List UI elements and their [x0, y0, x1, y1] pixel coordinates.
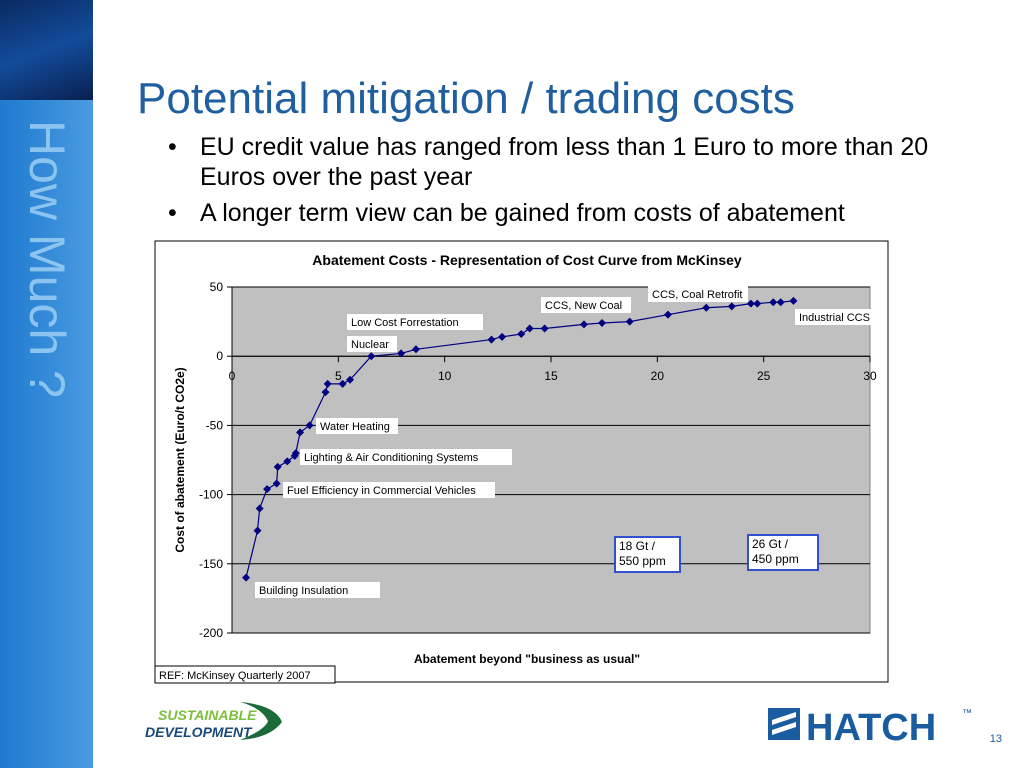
- y-axis-label: Cost of abatement (Euro/t CO2e): [173, 367, 187, 552]
- bullet: EU credit value has ranged from less tha…: [160, 132, 1000, 192]
- data-point: [540, 324, 549, 333]
- x-tick-label: 0: [229, 369, 236, 383]
- data-point: [283, 457, 292, 466]
- data-point: [273, 462, 282, 471]
- data-point: [296, 428, 305, 437]
- data-point: [498, 332, 507, 341]
- x-tick-label: 20: [651, 369, 665, 383]
- annotation-box: [255, 582, 380, 598]
- y-tick-label: 50: [210, 280, 224, 294]
- data-point: [411, 345, 420, 354]
- annotation-box: [283, 482, 495, 498]
- x-tick-label: 5: [335, 369, 342, 383]
- annotation: CCS, Coal Retrofit: [652, 289, 742, 301]
- sd-logo: SUSTAINABLE DEVELOPMENT: [145, 702, 282, 740]
- annotation-box: [347, 336, 397, 352]
- data-point: [789, 296, 798, 305]
- data-point: [525, 324, 534, 333]
- annotation: Low Cost Forrestation: [351, 317, 459, 329]
- annotation: Industrial CCS: [799, 312, 870, 324]
- data-point: [242, 573, 251, 582]
- slide-title: Potential mitigation / trading costs: [137, 74, 795, 123]
- data-point: [598, 318, 607, 327]
- page-number: 13: [990, 733, 1002, 745]
- hatch-stripes: [772, 712, 796, 735]
- annotation-box: [347, 314, 483, 330]
- hatch-logo: HATCH ™: [768, 707, 972, 749]
- data-point: [305, 421, 314, 430]
- data-point: [663, 310, 672, 319]
- trademark: ™: [962, 708, 972, 719]
- data-point: [291, 449, 300, 458]
- side-bar: [0, 0, 93, 768]
- data-point: [367, 352, 376, 361]
- data-point: [579, 320, 588, 329]
- x-tick-label: 30: [863, 369, 877, 383]
- annotation-box: [795, 309, 873, 325]
- annotation: Fuel Efficiency in Commercial Vehicles: [287, 485, 476, 497]
- bullet-list: EU credit value has ranged from less tha…: [160, 132, 1000, 234]
- annotation-box: [648, 286, 748, 302]
- callout-text: 450 ppm: [752, 552, 799, 566]
- data-point: [323, 379, 332, 388]
- y-tick-label: -200: [199, 626, 223, 640]
- annotation: Nuclear: [351, 339, 389, 351]
- annotation-box: [300, 449, 512, 465]
- side-label: How Much ?: [19, 120, 75, 398]
- data-point: [746, 299, 755, 308]
- data-line: [245, 300, 794, 578]
- annotation-box: [541, 297, 631, 313]
- sd-text: DEVELOPMENT: [145, 724, 253, 740]
- x-tick-label: 10: [438, 369, 452, 383]
- data-point: [338, 379, 347, 388]
- data-point: [517, 330, 526, 339]
- annotation-box: [316, 418, 398, 434]
- data-point: [346, 375, 355, 384]
- data-point: [263, 485, 272, 494]
- data-point: [253, 526, 262, 535]
- sd-swoosh: [240, 702, 282, 740]
- x-axis-label: Abatement beyond "business as usual": [414, 652, 640, 666]
- bullet: A longer term view can be gained from co…: [160, 198, 1000, 228]
- data-point: [769, 298, 778, 307]
- sd-text: SUSTAINABLE: [158, 707, 257, 723]
- annotation: Building Insulation: [259, 585, 348, 597]
- x-tick-label: 25: [757, 369, 771, 383]
- callout-text: 26 Gt /: [752, 537, 789, 551]
- x-tick-label: 15: [544, 369, 558, 383]
- callout-box: [614, 536, 681, 573]
- data-point: [776, 298, 785, 307]
- y-tick-label: -50: [206, 418, 224, 432]
- callout-text: 550 ppm: [619, 554, 666, 568]
- chart-title: Abatement Costs - Representation of Cost…: [312, 252, 742, 268]
- data-point: [625, 317, 634, 326]
- annotation: Water Heating: [320, 421, 390, 433]
- annotation: CCS, New Coal: [545, 300, 622, 312]
- annotation: Lighting & Air Conditioning Systems: [304, 452, 479, 464]
- y-tick-label: -100: [199, 488, 223, 502]
- reference: REF: McKinsey Quarterly 2007: [159, 670, 311, 682]
- corner-image: [0, 0, 93, 100]
- data-point: [702, 303, 711, 312]
- callout-text: 18 Gt /: [619, 539, 656, 553]
- data-point: [272, 479, 281, 488]
- callout-box: [747, 534, 819, 571]
- hatch-text: HATCH: [806, 707, 936, 749]
- y-tick-label: -150: [199, 557, 223, 571]
- data-point: [753, 299, 762, 308]
- data-point: [255, 504, 264, 513]
- data-point: [727, 302, 736, 311]
- reference-box: [154, 665, 336, 684]
- data-point: [397, 349, 406, 358]
- data-point: [321, 388, 330, 397]
- y-tick-label: 0: [216, 349, 223, 363]
- data-point: [487, 335, 496, 344]
